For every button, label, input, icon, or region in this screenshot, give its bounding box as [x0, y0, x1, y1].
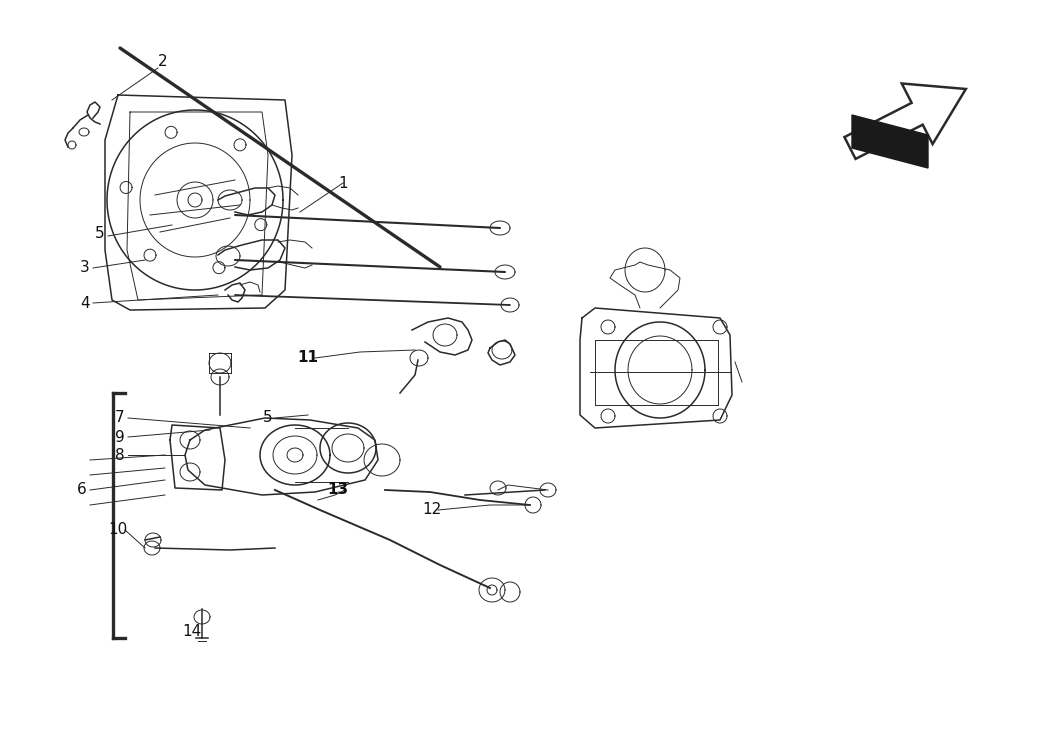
Text: 3: 3 [80, 261, 90, 276]
Text: 12: 12 [422, 502, 441, 518]
Text: 13: 13 [328, 483, 348, 498]
Text: 2: 2 [159, 54, 168, 69]
Text: 8: 8 [115, 448, 125, 463]
Text: 1: 1 [338, 176, 347, 191]
Text: 10: 10 [108, 522, 127, 537]
Text: 4: 4 [80, 296, 90, 311]
Text: 6: 6 [77, 483, 87, 498]
Text: 9: 9 [115, 430, 125, 445]
Polygon shape [852, 115, 928, 168]
Text: 7: 7 [115, 410, 125, 425]
Text: 14: 14 [183, 624, 201, 639]
Text: 5: 5 [95, 226, 104, 241]
Text: 5: 5 [263, 410, 273, 425]
Text: 11: 11 [297, 350, 318, 366]
